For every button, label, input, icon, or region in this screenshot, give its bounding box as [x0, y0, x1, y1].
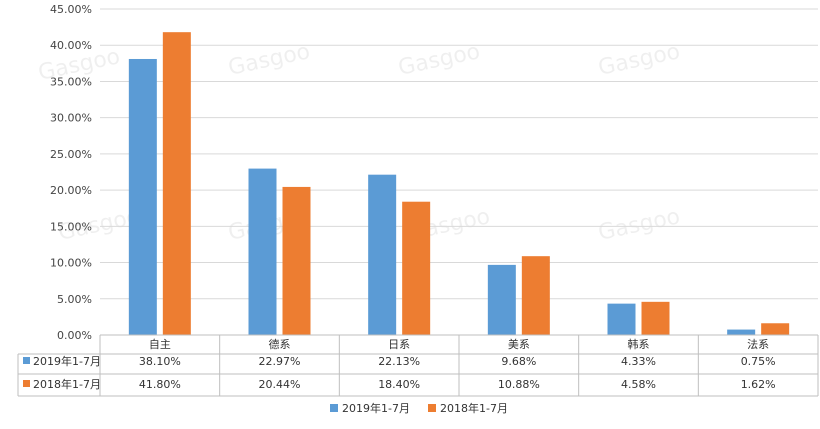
bar-series2: [761, 323, 790, 335]
legend-label: 2018年1-7月: [440, 401, 508, 415]
table-cell-value: 9.68%: [501, 355, 536, 368]
y-tick-label: 5.00%: [57, 293, 92, 306]
table-cell-value: 41.80%: [139, 378, 181, 391]
y-tick-label: 20.00%: [50, 184, 92, 197]
table-legend-swatch: [23, 357, 30, 364]
bar-series1: [727, 329, 756, 335]
bar-series1: [607, 303, 636, 335]
y-tick-label: 40.00%: [50, 39, 92, 52]
bar-series2: [162, 32, 191, 335]
legend-label: 2019年1-7月: [342, 401, 410, 415]
table-cell-value: 20.44%: [259, 378, 301, 391]
table-cell-value: 38.10%: [139, 355, 181, 368]
table-cell-value: 22.13%: [378, 355, 420, 368]
x-category-label: 德系: [269, 337, 291, 351]
bar-series2: [282, 186, 311, 335]
bar-series1: [487, 264, 516, 335]
table-row-label: 2018年1-7月: [33, 377, 101, 391]
x-category-label: 美系: [508, 338, 530, 351]
table-cell-value: 0.75%: [741, 355, 776, 368]
table-cell-value: 10.88%: [498, 378, 540, 391]
bar-series1: [248, 168, 277, 335]
table-legend-swatch: [23, 380, 30, 387]
table-cell-value: 18.40%: [378, 378, 420, 391]
y-tick-label: 10.00%: [50, 257, 92, 270]
bar-series1: [368, 174, 397, 335]
watermark-logo: Gasgoo: [596, 204, 682, 246]
bar-series2: [521, 256, 550, 335]
table-cell-value: 1.62%: [741, 378, 776, 391]
y-tick-label: 30.00%: [50, 112, 92, 125]
y-tick-label: 15.00%: [50, 220, 92, 233]
x-category-label: 自主: [149, 338, 171, 351]
y-tick-label: 0.00%: [57, 329, 92, 342]
table-cell-value: 4.58%: [621, 378, 656, 391]
y-tick-label: 45.00%: [50, 3, 92, 16]
bar-series1: [128, 58, 157, 336]
table-row-label: 2019年1-7月: [33, 354, 101, 368]
y-tick-label: 25.00%: [50, 148, 92, 161]
table-cell-value: 22.97%: [259, 355, 301, 368]
bar-series2: [641, 301, 670, 335]
x-category-label: 日系: [388, 338, 410, 351]
legend-swatch: [428, 404, 436, 412]
legend-swatch: [330, 404, 338, 412]
x-category-label: 法系: [747, 337, 769, 351]
x-category-label: 韩系: [628, 337, 650, 351]
y-tick-label: 35.00%: [50, 75, 92, 88]
table-cell-value: 4.33%: [621, 355, 656, 368]
bar-series2: [402, 201, 431, 335]
